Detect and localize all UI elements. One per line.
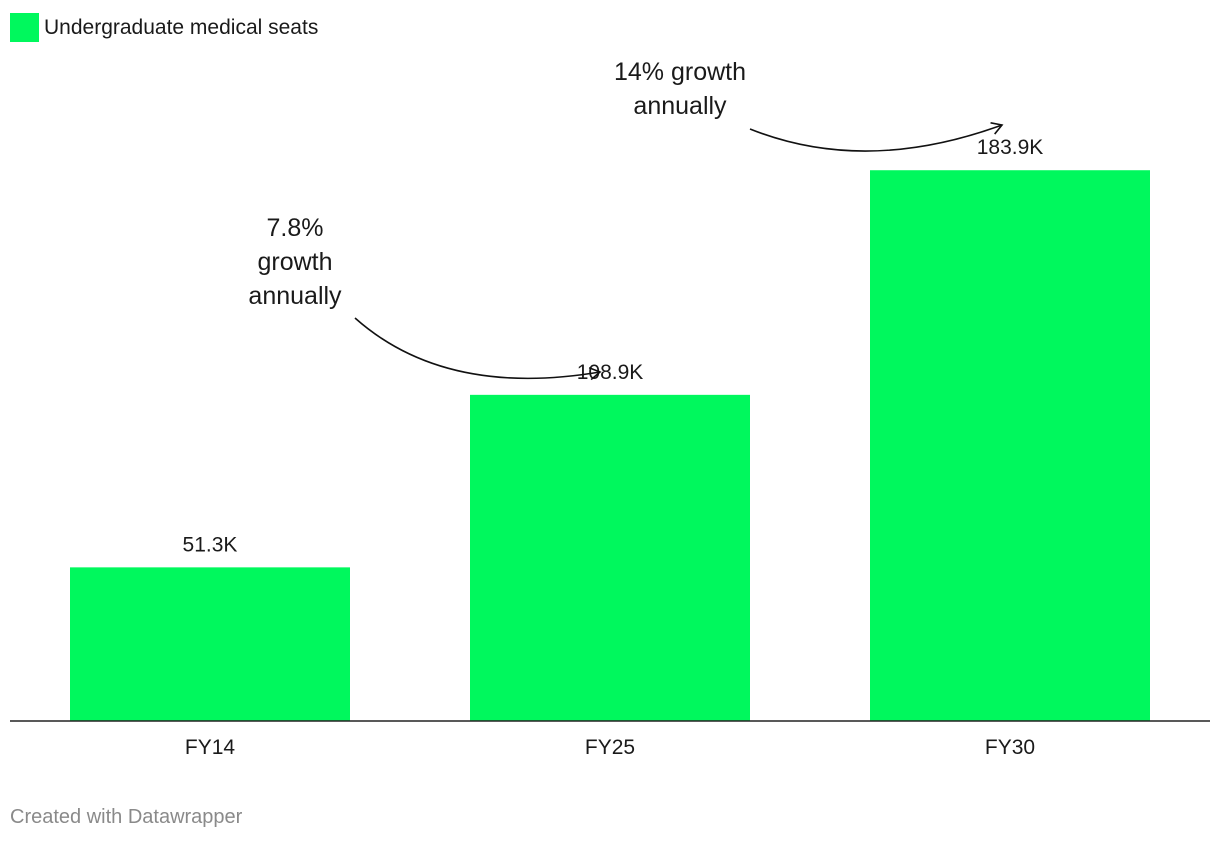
annotation-line: growth — [257, 248, 332, 276]
legend-label: Undergraduate medical seats — [44, 15, 319, 39]
x-tick-label: FY30 — [985, 736, 1035, 759]
legend-swatch — [10, 13, 39, 42]
bar-chart: 51.3K FY14 108.9K FY25 183.9K FY30 7.8% growth… — [10, 58, 1210, 759]
growth-annotation: 14% growth annually — [614, 58, 746, 120]
bar-value-label: 51.3K — [183, 533, 238, 556]
x-tick-label: FY25 — [585, 736, 635, 759]
legend: Undergraduate medical seats — [10, 13, 318, 42]
annotation-line: 14% growth — [614, 58, 746, 86]
growth-arrow — [749, 122, 1004, 152]
annotation-line: annually — [248, 282, 342, 310]
growth-annotation: 7.8% growth annually — [248, 214, 342, 310]
bar-value-label: 108.9K — [577, 361, 644, 384]
bar-fy30 — [870, 170, 1150, 722]
x-tick-label: FY14 — [185, 736, 236, 759]
footer-credit: Created with Datawrapper — [10, 806, 243, 828]
annotation-line: 7.8% — [267, 214, 324, 242]
annotation-line: annually — [633, 92, 727, 120]
bar-fy25 — [470, 394, 750, 721]
growth-arrow — [354, 317, 602, 381]
bar-fy14 — [70, 567, 350, 721]
bar-value-label: 183.9K — [977, 136, 1044, 159]
